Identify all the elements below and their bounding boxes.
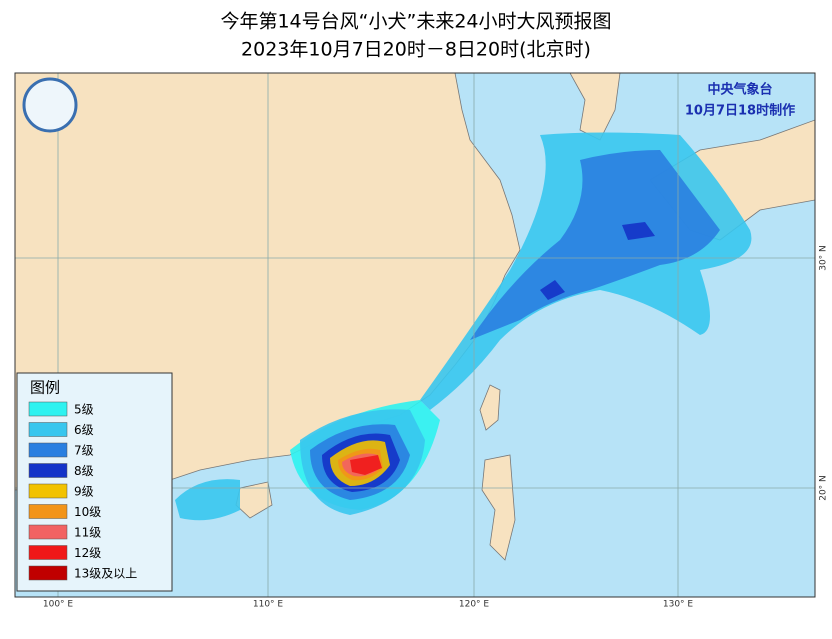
legend-swatch [28, 442, 68, 458]
longitude-label: 130° E [663, 600, 694, 610]
legend-label: 13级及以上 [74, 567, 137, 581]
legend-label: 12级 [74, 546, 101, 560]
legend-swatch [28, 401, 68, 417]
wind-zone [470, 150, 720, 340]
legend-label: 9级 [74, 485, 94, 499]
legend-label: 7级 [74, 444, 94, 458]
legend-swatch [28, 545, 68, 560]
map-frame [14, 72, 816, 598]
wind-zone [622, 222, 655, 240]
legend: 图例 5级 6级 7级 8级 9级 10级 11级 12级 13级及以上 [16, 372, 173, 592]
legend-label: 8级 [74, 464, 94, 478]
legend-swatch [28, 524, 68, 540]
legend-label: 10级 [74, 505, 101, 519]
longitude-label: 100° E [43, 600, 74, 610]
map-subtitle: 2023年10月7日20时－8日20时(北京时) [241, 39, 591, 61]
legend-swatch [28, 565, 68, 581]
wind-zone [540, 280, 565, 300]
longitude-label: 110° E [253, 600, 284, 610]
legend-label: 5级 [74, 403, 94, 417]
map-title: 今年第14号台风“小犬”未来24小时大风预报图 [220, 11, 611, 33]
legend-label: 6级 [74, 423, 94, 437]
issue-time: 10月7日18时制作 [685, 103, 795, 119]
legend-swatch [28, 422, 68, 437]
legend-swatch [28, 483, 68, 499]
luzon [481, 454, 516, 561]
taiwan [479, 384, 501, 431]
legend-swatch [28, 504, 68, 519]
legend-swatch [28, 463, 68, 478]
latitude-label: 30° N [819, 245, 829, 271]
wind-zone [175, 479, 240, 521]
wind-zone [350, 455, 382, 475]
longitude-label: 120° E [459, 600, 490, 610]
agency-name: 中央气象台 [707, 82, 772, 98]
agency-logo [22, 77, 78, 133]
legend-label: 11级 [74, 526, 101, 540]
legend-title: 图例 [30, 379, 60, 397]
latitude-label: 20° N [819, 475, 829, 501]
